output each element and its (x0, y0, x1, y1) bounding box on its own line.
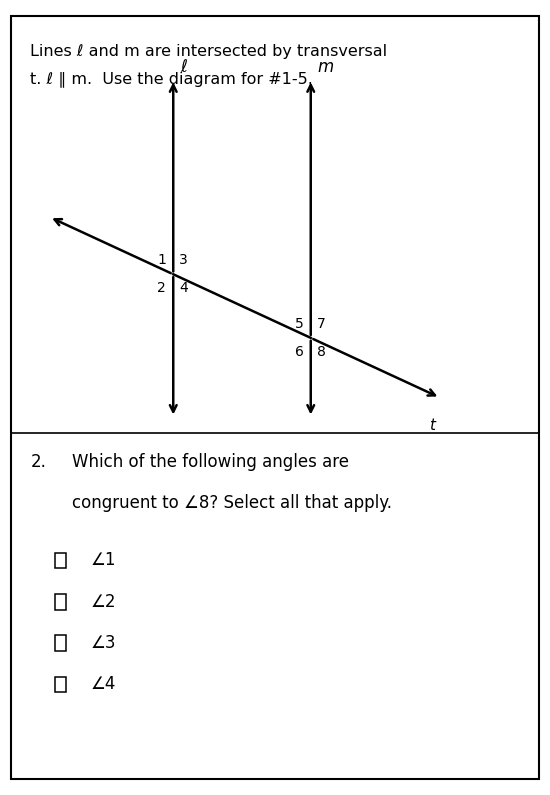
Text: 8: 8 (317, 345, 326, 359)
Text: 7: 7 (317, 317, 326, 331)
Text: t: t (429, 417, 435, 432)
Text: 2: 2 (157, 281, 166, 295)
Text: ∠3: ∠3 (91, 634, 116, 652)
Text: Which of the following angles are: Which of the following angles are (72, 453, 349, 471)
Text: congruent to ∠8? Select all that apply.: congruent to ∠8? Select all that apply. (72, 494, 392, 513)
Text: ∠2: ∠2 (91, 593, 116, 611)
Text: 4: 4 (179, 281, 188, 295)
Text: 1: 1 (157, 254, 166, 267)
Text: ∠1: ∠1 (91, 552, 116, 569)
Text: 5: 5 (295, 317, 304, 331)
Text: 2.: 2. (30, 453, 46, 471)
Text: 3: 3 (179, 254, 188, 267)
Text: ∠4: ∠4 (91, 676, 116, 693)
Bar (55, 553, 66, 568)
Text: m: m (317, 57, 334, 76)
Text: t. ℓ ∥ m.  Use the diagram for #1-5.: t. ℓ ∥ m. Use the diagram for #1-5. (30, 72, 313, 87)
Bar (55, 677, 66, 692)
Bar (55, 635, 66, 651)
Text: ℓ: ℓ (180, 57, 187, 76)
Bar (55, 594, 66, 610)
Text: 6: 6 (295, 345, 304, 359)
Text: Lines ℓ and m are intersected by transversal: Lines ℓ and m are intersected by transve… (30, 44, 387, 59)
